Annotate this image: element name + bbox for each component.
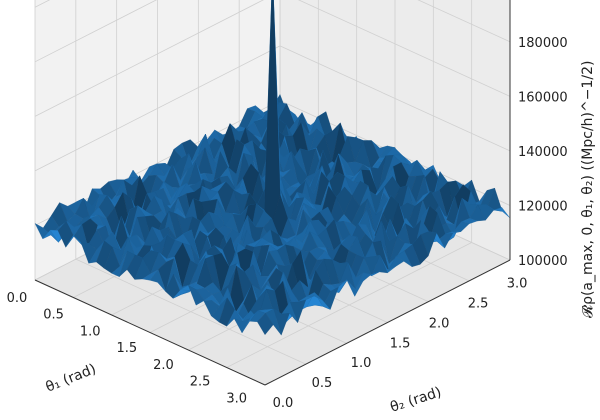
z-tick-label: 160000 [518,90,568,105]
z-tick-label: 100000 [518,254,568,269]
y-tick-label: 0.5 [312,376,333,391]
x-tick-label: 2.0 [153,358,174,373]
surface-mesh [34,0,511,336]
y-tick-label: 1.0 [351,356,372,371]
y-axis-label: θ₂ (rad) [388,384,443,416]
theta1-axis-line [34,279,266,386]
tick-labels: 0.0 0.5 1.0 1.5 2.0 2.5 3.0 0.0 0.5 1.0 1.5 2.0 2.5 3… [7,36,568,411]
x-tick-label: 0.5 [43,308,64,323]
x-axis-label: θ₁ (rad) [44,361,99,396]
z-tick-label: 120000 [518,199,568,214]
grid-line [34,0,158,63]
grid-line [297,0,511,97]
axis-lines [34,0,511,386]
y-tick-label: 2.5 [468,296,489,311]
x-tick-label: 3.0 [226,391,247,406]
x-tick-label: 0.0 [7,291,28,306]
grid-line [279,45,511,152]
z-tick-label: 180000 [518,36,568,51]
y-tick-label: 3.0 [507,277,528,292]
grid-line [417,0,511,43]
surface-facet [257,312,274,336]
x-tick-label: 2.5 [190,375,211,390]
grid-line [34,0,264,117]
x-tick-label: 1.0 [80,324,101,339]
theta2-axis-line [264,259,511,386]
x-tick-label: 1.5 [117,341,138,356]
z-axis-label: 𝓡ρ(a_max, 0, θ₁, θ₂) ((Mpc/h)^−1/2) [580,61,596,318]
y-tick-label: 1.5 [390,336,411,351]
y-tick-label: 2.0 [429,316,450,331]
z-tick-label: 140000 [518,145,568,160]
grid-line [34,45,281,172]
y-tick-label: 0.0 [273,396,294,411]
